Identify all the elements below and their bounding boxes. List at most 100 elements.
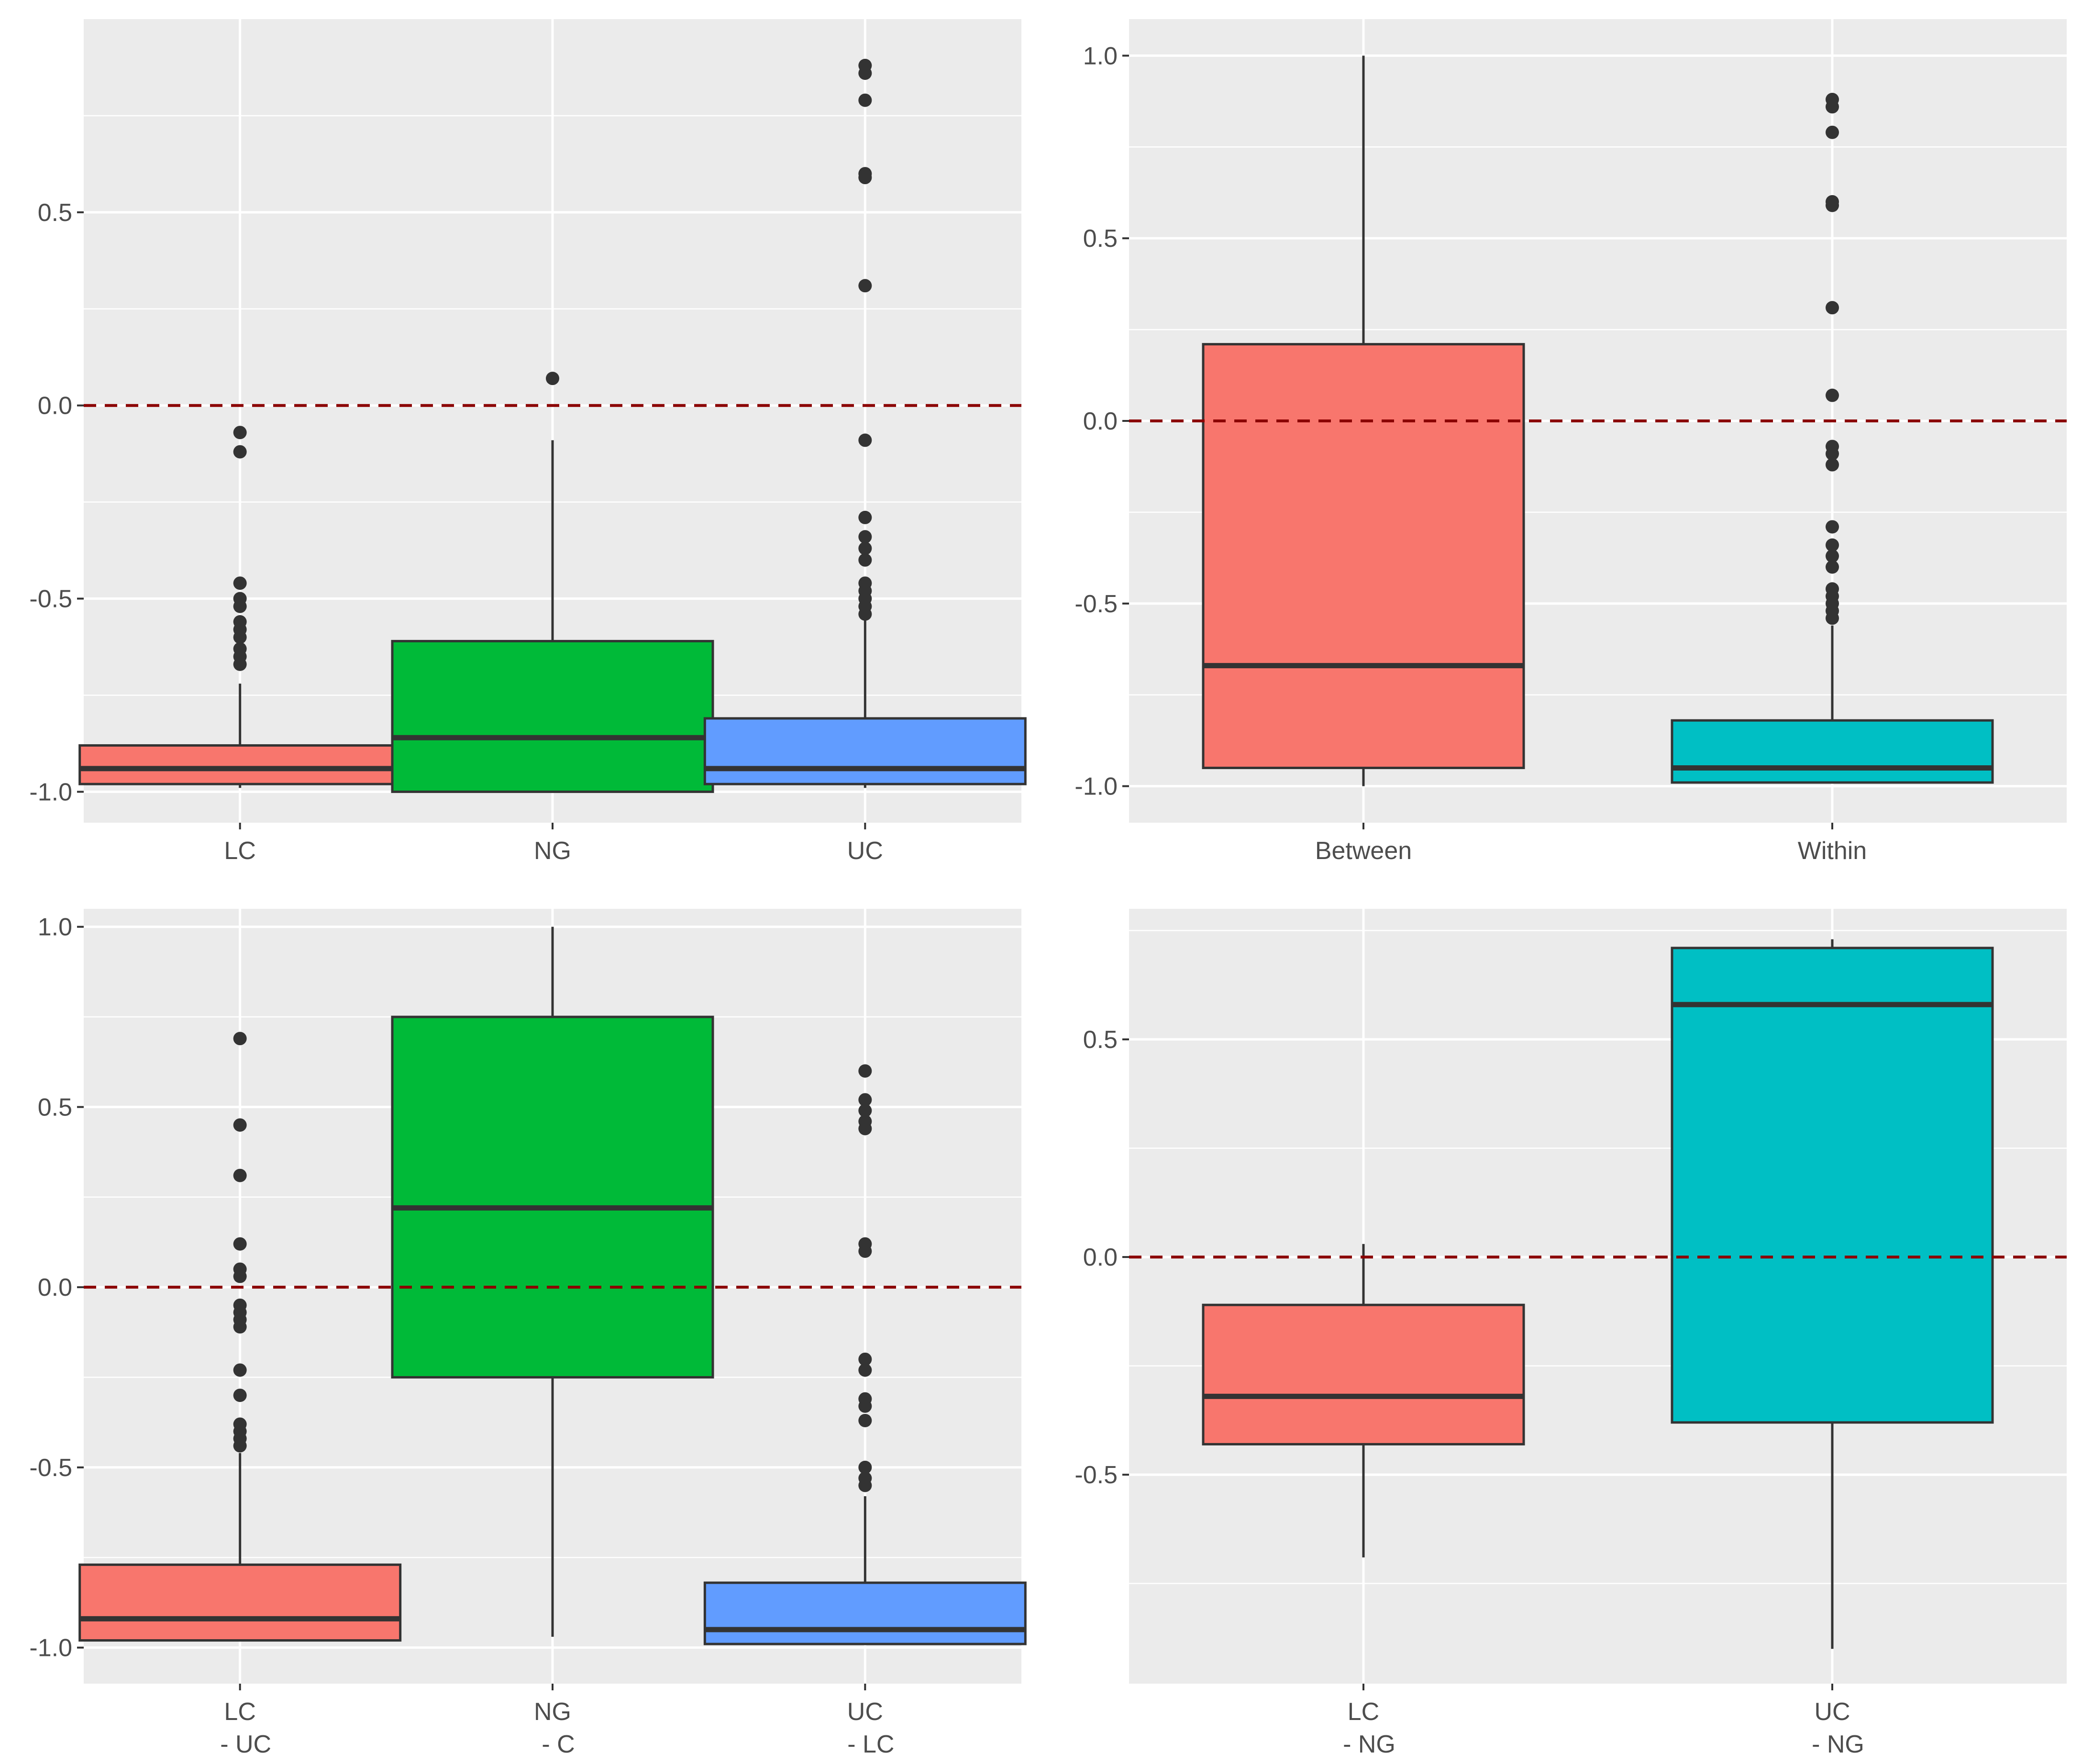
outlier-point (546, 372, 559, 386)
outlier-point (858, 1244, 872, 1258)
x-tick-label: NG (534, 837, 571, 865)
box-iqr (391, 639, 714, 793)
x-tick-label: UC (847, 837, 883, 865)
outlier-point (233, 1439, 247, 1453)
y-tick-label: 0.0 (1083, 408, 1118, 435)
outlier-point (858, 1122, 872, 1136)
outlier-point (233, 1363, 247, 1377)
outlier-point (233, 426, 247, 440)
y-tick-label: 0.5 (1083, 225, 1118, 253)
outlier-point (1826, 458, 1839, 472)
box-iqr (1202, 1303, 1525, 1445)
outlier-point (858, 1460, 872, 1474)
panel-bottom-right: -0.5 0.0 0.5 LC - NG UC - NG (1074, 909, 2067, 1758)
x-tick-label: - UC (220, 1731, 271, 1758)
panel-top-right: -1.0 -0.5 0.0 0.5 1.0 Between Within (1074, 19, 2067, 865)
box-uclc (703, 1064, 1027, 1645)
y-tick-label: -1.0 (29, 1634, 72, 1662)
outlier-point (858, 553, 872, 567)
y-tick-label: -0.5 (29, 1454, 72, 1482)
panel-bottom-left: -1.0 -0.5 0.0 0.5 1.0 LC - UC NG - C UC - LC (29, 909, 1027, 1758)
box-iqr (1671, 947, 1994, 1424)
outlier-point (233, 599, 247, 613)
outlier-point (858, 279, 872, 293)
y-tick-label: 0.5 (38, 199, 72, 227)
y-tick-label: -1.0 (29, 778, 72, 806)
outlier-point (858, 541, 872, 555)
outlier-point (1826, 611, 1839, 625)
outlier-point (1826, 125, 1839, 139)
y-tick-label: 0.0 (38, 392, 72, 420)
outlier-point (233, 1389, 247, 1402)
outlier-point (1826, 549, 1839, 563)
outlier-point (858, 433, 872, 447)
outlier-point (233, 1237, 247, 1251)
outlier-point (858, 171, 872, 185)
box-lc (78, 426, 402, 788)
x-tick-label: Within (1798, 837, 1867, 865)
box-ucng (1671, 939, 1994, 1649)
outlier-point (233, 1169, 247, 1182)
x-tick-label: Between (1315, 837, 1412, 865)
outlier-point (1826, 447, 1839, 461)
box-uc (703, 58, 1027, 788)
x-tick-label: LC (224, 1698, 255, 1726)
outlier-point (233, 630, 247, 644)
y-tick-label: -1.0 (1074, 773, 1118, 801)
y-tick-label: 0.5 (38, 1093, 72, 1121)
outlier-point (1826, 100, 1839, 114)
outlier-point (1826, 560, 1839, 574)
outlier-point (858, 510, 872, 524)
box-iqr (1202, 343, 1525, 769)
y-tick-label: 0.0 (38, 1274, 72, 1301)
x-tick-label: - NG (1812, 1731, 1864, 1758)
outlier-point (858, 1363, 872, 1377)
x-tick-label: LC (224, 837, 255, 865)
outlier-point (858, 1064, 872, 1078)
box-iqr (703, 1581, 1027, 1645)
box-iqr (703, 717, 1027, 785)
box-iqr (1671, 719, 1994, 784)
outlier-point (233, 576, 247, 590)
outlier-point (1826, 520, 1839, 534)
box-iqr (78, 1563, 402, 1642)
outlier-point (858, 607, 872, 621)
y-tick-label: 0.0 (1083, 1244, 1118, 1271)
y-tick-label: -0.5 (1074, 1461, 1118, 1489)
y-tick-label: 1.0 (38, 914, 72, 941)
outlier-point (858, 1352, 872, 1366)
x-tick-label: LC (1348, 1698, 1379, 1726)
y-tick-label: 1.0 (1083, 42, 1118, 70)
outlier-point (233, 1032, 247, 1046)
outlier-point (1826, 388, 1839, 402)
outlier-point (233, 1320, 247, 1334)
panel-top-left: -1.0 -0.5 0.0 0.5 LC NG UC (29, 19, 1027, 865)
x-tick-label: UC (1814, 1698, 1850, 1726)
outlier-point (858, 1399, 872, 1413)
box-ng (391, 372, 714, 793)
outlier-point (233, 445, 247, 459)
outlier-point (233, 657, 247, 671)
outlier-point (233, 1269, 247, 1283)
outlier-point (858, 1103, 872, 1117)
x-tick-label: - NG (1343, 1731, 1395, 1758)
box-iqr (78, 744, 402, 785)
y-tick-label: -0.5 (1074, 590, 1118, 618)
x-tick-label: - LC (847, 1731, 894, 1758)
x-tick-label: - C (542, 1731, 575, 1758)
outlier-point (858, 93, 872, 107)
outlier-point (233, 1118, 247, 1132)
x-tick-label: UC (847, 1698, 883, 1726)
box-ngc (391, 926, 714, 1637)
y-tick-label: 0.5 (1083, 1026, 1118, 1054)
y-tick-label: -0.5 (29, 585, 72, 613)
outlier-point (1826, 538, 1839, 552)
x-tick-label: NG (534, 1698, 571, 1726)
outlier-point (1826, 301, 1839, 315)
outlier-point (858, 530, 872, 544)
outlier-point (1826, 198, 1839, 212)
outlier-point (858, 1093, 872, 1107)
outlier-point (858, 66, 872, 80)
box-lcng (1202, 1244, 1525, 1558)
